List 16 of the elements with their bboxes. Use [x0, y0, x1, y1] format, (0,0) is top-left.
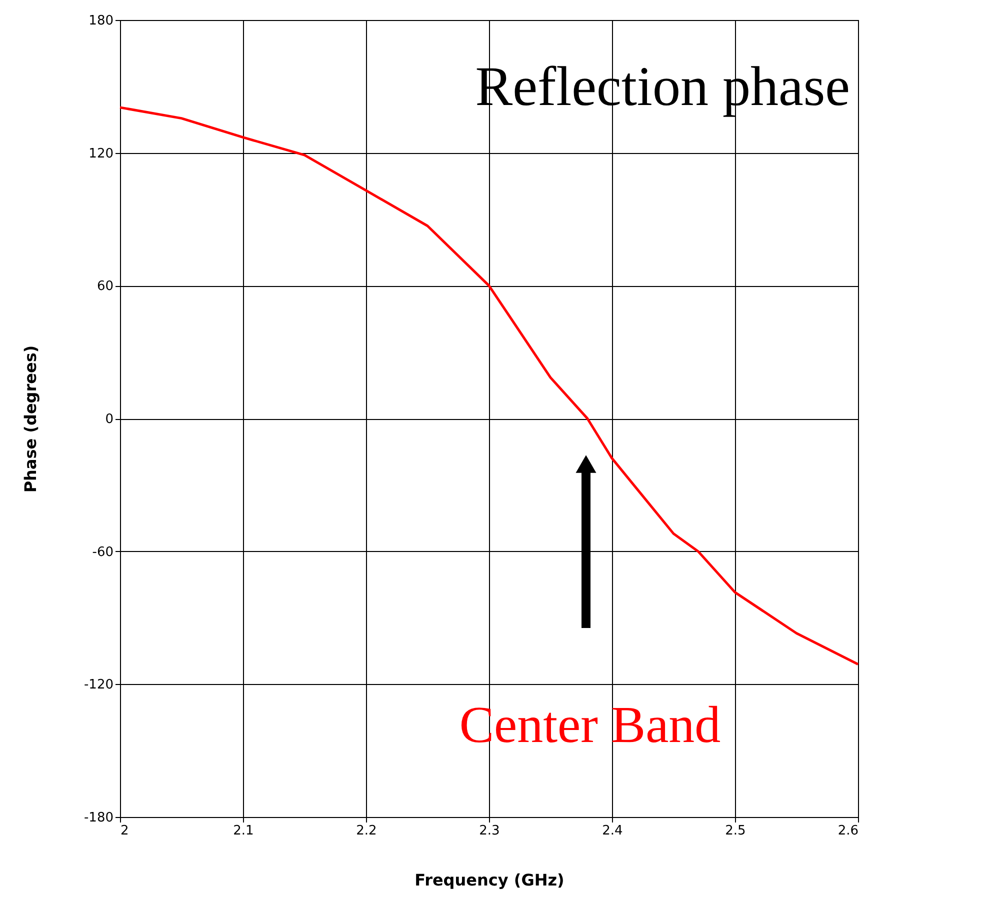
y-tick-label: -180 [84, 810, 114, 826]
y-axis-title: Phase (degrees) [20, 345, 40, 493]
y-tick-label: 0 [105, 412, 114, 427]
y-tick-label: 180 [88, 14, 114, 28]
y-tick-label: -120 [84, 678, 114, 693]
x-axis-title: Frequency (GHz) [414, 870, 564, 890]
x-tick-label: 2.4 [602, 824, 623, 838]
x-tick-label: 2.3 [479, 824, 500, 838]
y-tick-label: 120 [88, 146, 114, 162]
y-tick-label: 60 [96, 279, 114, 294]
x-tick-label: 2.6 [838, 824, 858, 838]
x-tick-label: 2 [120, 824, 129, 838]
x-tick-label: 2.1 [233, 824, 254, 838]
x-tick-label: 2.2 [356, 824, 377, 838]
x-tick-label: 2.5 [725, 824, 746, 838]
y-tick-label: -60 [92, 544, 114, 560]
